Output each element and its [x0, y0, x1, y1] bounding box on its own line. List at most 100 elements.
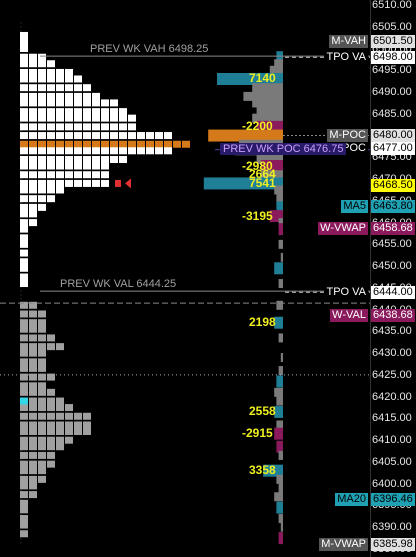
tpo-block [83, 108, 91, 116]
tpo-block [74, 92, 82, 100]
tpo-block [29, 349, 37, 357]
tpo-block [38, 421, 46, 429]
tpo-block [146, 140, 154, 148]
tpo-block [47, 92, 55, 100]
tpo-block [65, 123, 73, 131]
tpo-block [38, 162, 46, 170]
tpo-block [74, 84, 82, 92]
level-tag-label: W-VAL [330, 308, 368, 322]
volume-bar [278, 333, 283, 343]
delta-label: -2200 [242, 119, 273, 134]
tpo-block [29, 162, 37, 170]
tpo-block [56, 443, 64, 451]
tpo-block [47, 171, 55, 179]
volume-bar [252, 113, 283, 123]
level-tag-label: M-VAH [329, 35, 368, 49]
tpo-block [20, 443, 28, 451]
tpo-block [29, 373, 37, 381]
tpo-block [20, 225, 28, 233]
tpo-block [83, 155, 91, 163]
tpo-block [92, 123, 100, 131]
tpo-block [29, 60, 37, 68]
tpo-block [38, 436, 46, 444]
tpo-block [38, 364, 46, 372]
tpo-block [65, 412, 73, 420]
prev-wk-val-annotation: PREV WK VAL 6444.25 [60, 278, 177, 291]
tpo-block [38, 467, 46, 475]
tpo-block [29, 123, 37, 131]
volume-bar [261, 170, 283, 180]
volume-bar [274, 405, 283, 418]
tpo-block [56, 75, 64, 83]
tpo-block [65, 108, 73, 116]
tpo-block [65, 132, 73, 140]
tpo-block [47, 421, 55, 429]
tpo-block [47, 84, 55, 92]
tpo-block [83, 421, 91, 429]
volume-bar [274, 492, 283, 502]
tpo-block [65, 114, 73, 122]
tpo-block [20, 195, 28, 203]
tpo-block [47, 147, 55, 155]
tpo-block [20, 310, 28, 318]
level-tag-value: 6458.68 [371, 221, 415, 235]
tpo-block [110, 114, 118, 122]
tpo-block [110, 155, 118, 163]
volume-bar [274, 427, 283, 440]
tpo-block [65, 84, 73, 92]
volume-bar [276, 201, 283, 214]
price-tick: 6390.00 [372, 521, 412, 534]
tpo-block [29, 427, 37, 435]
tpo-block [29, 421, 37, 429]
tpo-block [47, 195, 55, 203]
price-tick: 6435.00 [372, 325, 412, 338]
tpo-block [47, 123, 55, 131]
tpo-block [20, 123, 28, 131]
tpo-block [164, 140, 172, 148]
delta-label: 2558 [249, 404, 276, 419]
volume-bar [243, 91, 283, 101]
tpo-block [20, 75, 28, 83]
tpo-block [29, 99, 37, 107]
tpo-block [29, 140, 37, 148]
tpo-block [29, 319, 37, 327]
tpo-block [20, 258, 28, 266]
tpo-block [56, 99, 64, 107]
tpo-block [29, 301, 37, 309]
tpo-block [29, 186, 37, 194]
volume-bar [256, 107, 283, 117]
tpo-block [38, 53, 46, 61]
tpo-block [74, 421, 82, 429]
volume-bar [276, 51, 283, 64]
tpo-block [38, 358, 46, 366]
tpo-block [101, 132, 109, 140]
tpo-block [20, 203, 28, 211]
tpo-block [74, 99, 82, 107]
level-tag-value: 6444.00 [371, 285, 415, 299]
volume-bar [256, 154, 283, 164]
tpo-block [137, 147, 145, 155]
tpo-block [83, 99, 91, 107]
volume-bar [274, 262, 283, 275]
price-axis[interactable] [370, 0, 416, 557]
tpo-block [29, 325, 37, 333]
tpo-block [20, 427, 28, 435]
tpo-block [56, 68, 64, 76]
tpo-block [101, 140, 109, 148]
tpo-block [29, 460, 37, 468]
tpo-block [20, 530, 28, 538]
tpo-block [20, 45, 28, 53]
tpo-block [47, 436, 55, 444]
tpo-block [20, 491, 28, 499]
tpo-opening-block [20, 397, 28, 405]
tpo-block [119, 147, 127, 155]
tpo-block [38, 373, 46, 381]
tpo-block [38, 171, 46, 179]
tpo-block [29, 397, 37, 405]
tpo-block [47, 334, 55, 342]
tpo-block [56, 155, 64, 163]
tpo-block [119, 140, 127, 148]
tpo-block [38, 325, 46, 333]
